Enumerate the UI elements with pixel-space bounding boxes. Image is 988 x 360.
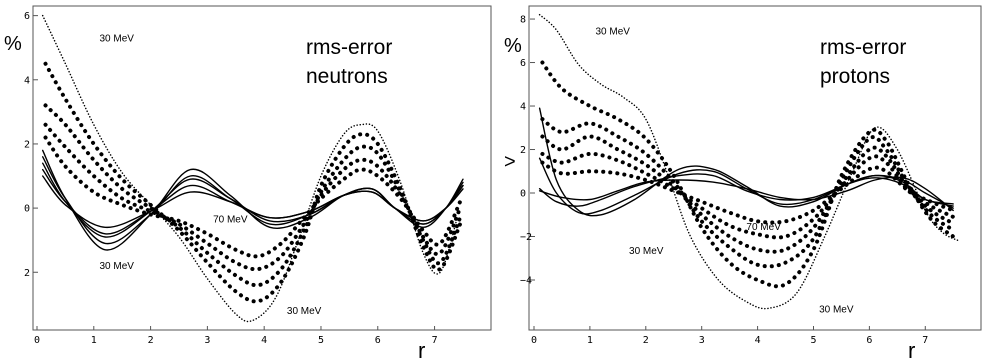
protons-x-tick-label: 3 <box>699 335 705 346</box>
neutrons-plot-frame <box>32 5 492 331</box>
protons-plot-frame <box>528 5 982 331</box>
neutrons-x-tick-label: 5 <box>318 335 324 346</box>
protons-x-tick-label: 4 <box>755 335 761 346</box>
protons-series-3-line <box>540 117 956 269</box>
neutrons-y-axis-label: % <box>4 33 22 55</box>
neutrons-series-1-line <box>41 14 459 323</box>
protons-series-4-line <box>540 134 956 254</box>
neutrons-title-line-2: neutrons <box>306 65 388 88</box>
protons-annotation: 70 MeV <box>746 222 781 233</box>
neutrons-x-tick-label: 6 <box>375 335 381 346</box>
neutrons-series-5-line <box>43 135 463 259</box>
protons-y-tick-label: 8 <box>520 15 526 26</box>
neutrons-series-10-line <box>42 175 464 229</box>
protons-x-ticks: 0 1 2 3 4 5 6 7 <box>531 326 928 346</box>
neutrons-x-tick-label: 1 <box>91 335 97 346</box>
neutrons-series-9-line <box>42 168 464 235</box>
protons-x-tick-label: 2 <box>643 335 649 346</box>
protons-series-10-line <box>538 176 954 212</box>
protons-series-6-line <box>540 160 956 225</box>
protons-annotation: 30 MeV <box>819 305 854 316</box>
neutrons-x-axis-label: r <box>418 338 425 360</box>
neutrons-x-tick-label: 4 <box>261 335 267 346</box>
neutrons-y-tick-label: 2 <box>24 268 30 279</box>
protons-series-5-line <box>540 151 956 240</box>
neutrons-y-tick-label: 0 <box>24 204 30 215</box>
protons-x-tick-label: 1 <box>587 335 593 346</box>
protons-x-tick-label: 5 <box>810 335 816 346</box>
neutrons-annotation: 30 MeV <box>99 33 134 44</box>
neutrons-title-line-1: rms-error <box>306 36 392 59</box>
neutrons-annotation: 30 MeV <box>287 306 322 317</box>
neutrons-x-tick-label: 0 <box>34 335 40 346</box>
neutrons-x-ticks: 0 1 2 3 4 5 6 7 <box>34 326 438 346</box>
protons-y-tick-label: 0 <box>520 189 526 200</box>
neutrons-series-4-line <box>43 122 463 272</box>
neutrons-x-tick-label: 3 <box>204 335 210 346</box>
protons-y-axis-label: % <box>504 35 522 57</box>
protons-y-tick-label: −2 <box>520 232 532 243</box>
protons-series-9-line <box>538 173 954 209</box>
neutrons-annotation: 30 MeV <box>99 261 134 272</box>
neutrons-y-tick-label: 4 <box>24 75 30 86</box>
neutrons-annotations: 30 MeV 70 MeV 30 MeV 30 MeV <box>99 33 321 317</box>
protons-series-2-line <box>540 60 956 289</box>
protons-y-tick-label: 4 <box>520 102 526 113</box>
protons-title-line-1: rms-error <box>820 36 906 59</box>
neutrons-series <box>41 14 464 323</box>
protons-annotation: 30 MeV <box>595 26 630 37</box>
neutrons-x-tick-label: 2 <box>148 335 154 346</box>
neutrons-y-ticks: 6 4 2 0 2 <box>24 11 38 279</box>
neutrons-series-3-line <box>43 103 463 288</box>
neutrons-x-tick-label: 7 <box>432 335 438 346</box>
protons-y-ticks: 8 6 4 2 0 −2 −4 <box>520 15 535 286</box>
protons-title-line-2: protons <box>820 65 890 88</box>
neutrons-series-8-line <box>42 162 464 238</box>
protons-y-tick-label: 2 <box>520 145 526 156</box>
protons-series-1-line <box>538 13 960 310</box>
protons-x-tick-label: 7 <box>922 335 928 346</box>
protons-axis-stray-mark: > <box>504 151 516 173</box>
protons-x-axis-label: r <box>908 338 915 360</box>
protons-series <box>538 13 960 310</box>
neutrons-y-tick-label: 6 <box>24 11 30 22</box>
protons-annotation: 30 MeV <box>629 246 664 257</box>
protons-x-tick-label: 0 <box>531 335 537 346</box>
neutrons-y-tick-label: 2 <box>24 139 30 150</box>
neutrons-annotation: 70 MeV <box>213 215 248 226</box>
neutrons-series-6-line <box>42 149 464 251</box>
protons-y-tick-label: 6 <box>520 58 526 69</box>
protons-x-tick-label: 6 <box>866 335 872 346</box>
protons-y-tick-label: −4 <box>520 275 532 286</box>
protons-annotations: 30 MeV 70 MeV 30 MeV 30 MeV <box>595 26 853 315</box>
